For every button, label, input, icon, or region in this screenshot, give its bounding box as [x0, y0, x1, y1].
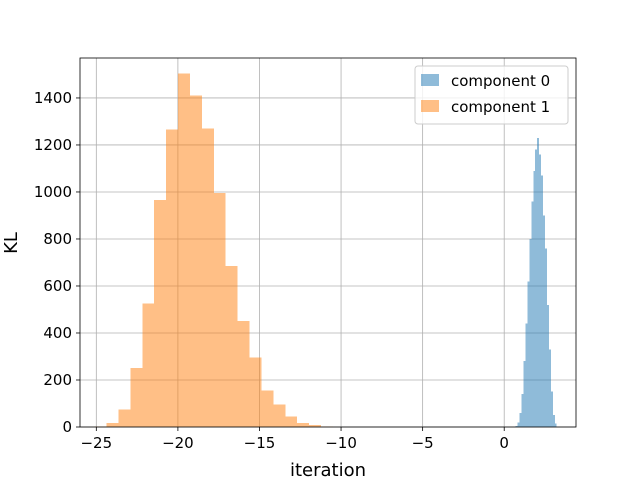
x-tick-label: 0	[499, 434, 509, 452]
histogram-bar-component-0	[539, 154, 542, 428]
legend-swatch-component-1	[421, 100, 439, 112]
y-tick-label: 0	[62, 418, 72, 436]
histogram-bar-component-0	[548, 349, 551, 427]
x-tick-label: −15	[244, 434, 276, 452]
histogram-bar-component-0	[541, 175, 544, 427]
legend-label-component-1: component 1	[451, 98, 550, 116]
histogram-bar-component-0	[543, 215, 545, 427]
histogram-bar-component-0	[515, 425, 518, 427]
histogram-bar-component-1	[309, 425, 321, 427]
histogram-bar-component-1	[249, 357, 262, 427]
histogram-bar-component-0	[531, 201, 534, 427]
legend: component 0 component 1	[414, 65, 569, 125]
y-tick-label: 200	[43, 371, 72, 389]
histogram-bar-component-1	[261, 390, 274, 427]
histogram-bar-component-0	[525, 323, 528, 427]
y-tick-label: 600	[43, 277, 72, 295]
histogram-bar-component-0	[537, 137, 540, 427]
histogram-bar-component-1	[189, 95, 202, 427]
histogram-bar-component-0	[523, 361, 526, 427]
histogram-bar-component-1	[297, 422, 310, 427]
histogram-bar-component-0	[521, 394, 524, 427]
axis-ticks: −25 −20 −15 −10 −5 0 0 200 400 600 800 1000 1200 1400	[34, 89, 509, 452]
x-tick-label: −25	[80, 434, 112, 452]
histogram-bar-component-1	[154, 200, 167, 427]
histogram-bars	[94, 73, 557, 428]
histogram-bar-component-0	[517, 422, 520, 427]
y-tick-label: 800	[43, 230, 72, 248]
histogram-bar-component-1	[166, 129, 179, 428]
histogram-bar-component-0	[529, 238, 532, 427]
histogram-bar-component-1	[201, 128, 214, 427]
histogram-bar-component-0	[545, 248, 547, 427]
histogram-bar-component-0	[535, 149, 538, 427]
x-axis-label: iteration	[290, 460, 366, 480]
legend-box	[414, 65, 569, 125]
histogram-bar-component-0	[527, 281, 530, 427]
y-tick-label: 1200	[34, 136, 72, 154]
y-tick-label: 400	[43, 324, 72, 342]
histogram-bar-component-0	[554, 423, 557, 427]
y-tick-label: 1400	[34, 89, 72, 107]
legend-swatch-component-0	[421, 74, 439, 86]
histogram-bar-component-1	[118, 409, 131, 427]
histogram-bar-component-1	[130, 368, 143, 427]
histogram-bar-component-1	[106, 422, 119, 427]
y-axis-label: KL	[1, 232, 22, 254]
histogram-bar-component-1	[213, 193, 226, 427]
histogram-bar-component-1	[237, 321, 250, 427]
histogram-bar-component-1	[273, 404, 286, 427]
histogram-bar-component-0	[550, 391, 553, 427]
histogram-bar-component-1	[285, 416, 298, 427]
histogram-bar-component-0	[533, 170, 536, 427]
legend-label-component-0: component 0	[451, 72, 550, 90]
histogram-bar-component-1	[178, 73, 190, 427]
histogram-bar-component-1	[225, 266, 238, 427]
histogram-bar-component-1	[142, 303, 155, 427]
y-tick-label: 1000	[34, 183, 72, 201]
histogram-bar-component-0	[546, 304, 549, 427]
x-tick-label: −20	[162, 434, 194, 452]
histogram-bar-component-0	[552, 415, 555, 427]
plot-frame	[79, 57, 577, 428]
x-tick-label: −10	[325, 434, 357, 452]
x-tick-label: −5	[412, 434, 434, 452]
plot-border	[79, 57, 577, 428]
histogram-bar-component-0	[519, 412, 522, 427]
